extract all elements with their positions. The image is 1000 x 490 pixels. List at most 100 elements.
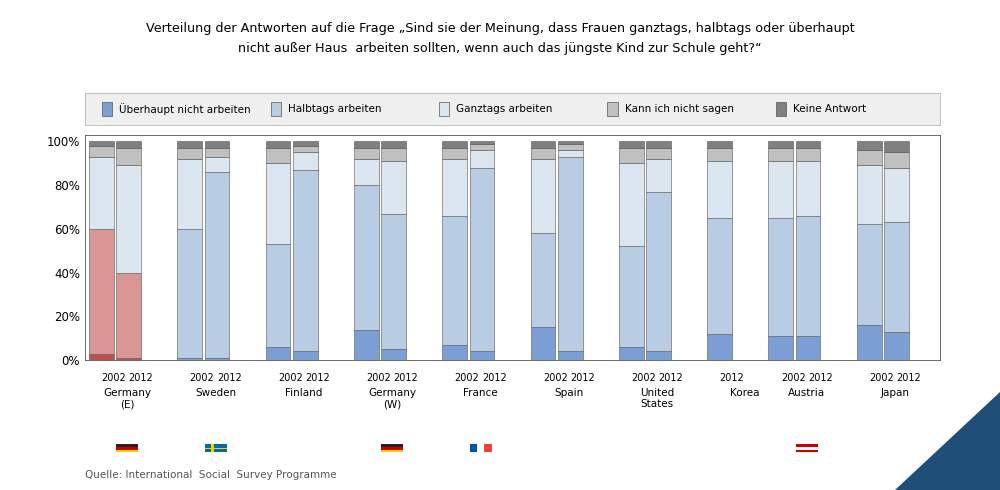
Bar [884,222,909,332]
Bar [646,351,671,360]
Bar [442,216,467,345]
Bar [293,152,318,170]
Bar [89,354,114,360]
Bar [116,447,138,450]
Text: 2012: 2012 [217,373,242,383]
Bar [857,141,882,150]
Bar [381,447,403,450]
Bar [470,444,477,452]
Text: Überhaupt nicht arbeiten: Überhaupt nicht arbeiten [119,103,251,115]
Bar [558,157,583,351]
Bar [470,351,494,360]
Bar [707,141,732,148]
Text: Kann ich nicht sagen: Kann ich nicht sagen [625,104,734,114]
Bar [558,351,583,360]
Text: 2012: 2012 [128,373,153,383]
Bar [607,102,618,116]
Bar [271,102,281,116]
Text: Quelle: International  Social  Survey Programme: Quelle: International Social Survey Prog… [85,470,337,480]
Bar [477,444,484,452]
Text: Spain: Spain [554,388,584,397]
Bar [89,146,114,157]
Bar [619,148,644,163]
Bar [354,159,379,185]
Text: Ganztags arbeiten: Ganztags arbeiten [456,104,552,114]
Bar [205,172,229,358]
Text: France: France [463,388,498,397]
Bar [205,148,229,157]
Bar [442,141,467,148]
Bar [177,229,202,358]
Bar [293,170,318,351]
Bar [442,148,467,159]
Bar [707,334,732,360]
Bar [646,148,671,159]
Bar [531,148,555,159]
Bar [884,152,909,168]
Bar [266,347,290,360]
Bar [266,148,290,163]
Bar [177,148,202,159]
Bar [116,450,138,452]
Bar [531,327,555,360]
Bar [211,444,214,452]
Text: 2002: 2002 [190,373,214,383]
Text: Finland: Finland [285,388,323,397]
Bar [619,347,644,360]
Bar [381,450,403,452]
Bar [796,444,818,447]
Bar [707,148,732,161]
Bar [381,148,406,161]
Bar [205,157,229,172]
Bar [531,159,555,233]
Text: 2002: 2002 [543,373,568,383]
Bar [116,141,141,148]
Bar [116,358,141,360]
Bar [768,141,793,148]
Bar [266,163,290,244]
Text: 2012: 2012 [570,373,595,383]
Bar [439,102,449,116]
Bar [116,444,138,447]
Bar [470,144,494,150]
Text: 2012: 2012 [305,373,330,383]
Text: 2002: 2002 [781,373,806,383]
Bar [266,141,290,148]
Text: Sweden: Sweden [195,388,236,397]
Bar [293,146,318,152]
Bar [354,141,379,148]
Text: Austria: Austria [788,388,825,397]
Bar [381,349,406,360]
Bar [484,444,492,452]
Text: 2002: 2002 [869,373,894,383]
Bar [558,150,583,157]
Bar [442,345,467,360]
Bar [768,161,793,218]
Bar [381,444,403,447]
Bar [381,141,406,148]
Bar [857,325,882,360]
Bar [177,159,202,229]
Bar [354,148,379,159]
Bar [857,224,882,325]
Bar [470,150,494,168]
Bar [884,168,909,222]
Bar [796,148,820,161]
Bar [884,332,909,360]
Bar [768,218,793,336]
Bar [116,166,141,272]
Bar [796,450,818,452]
Bar [116,272,141,358]
Bar [381,161,406,214]
Text: 2012: 2012 [482,373,507,383]
Bar [619,141,644,148]
Text: 2012: 2012 [896,373,921,383]
Text: 2012: 2012 [394,373,418,383]
Bar [619,163,644,246]
Text: 2002: 2002 [278,373,303,383]
Bar [177,141,202,148]
Text: Verteilung der Antworten auf die Frage „Sind sie der Meinung, dass Frauen ganzta: Verteilung der Antworten auf die Frage „… [146,22,854,35]
Bar [796,447,818,450]
Bar [470,168,494,351]
Bar [102,102,112,116]
